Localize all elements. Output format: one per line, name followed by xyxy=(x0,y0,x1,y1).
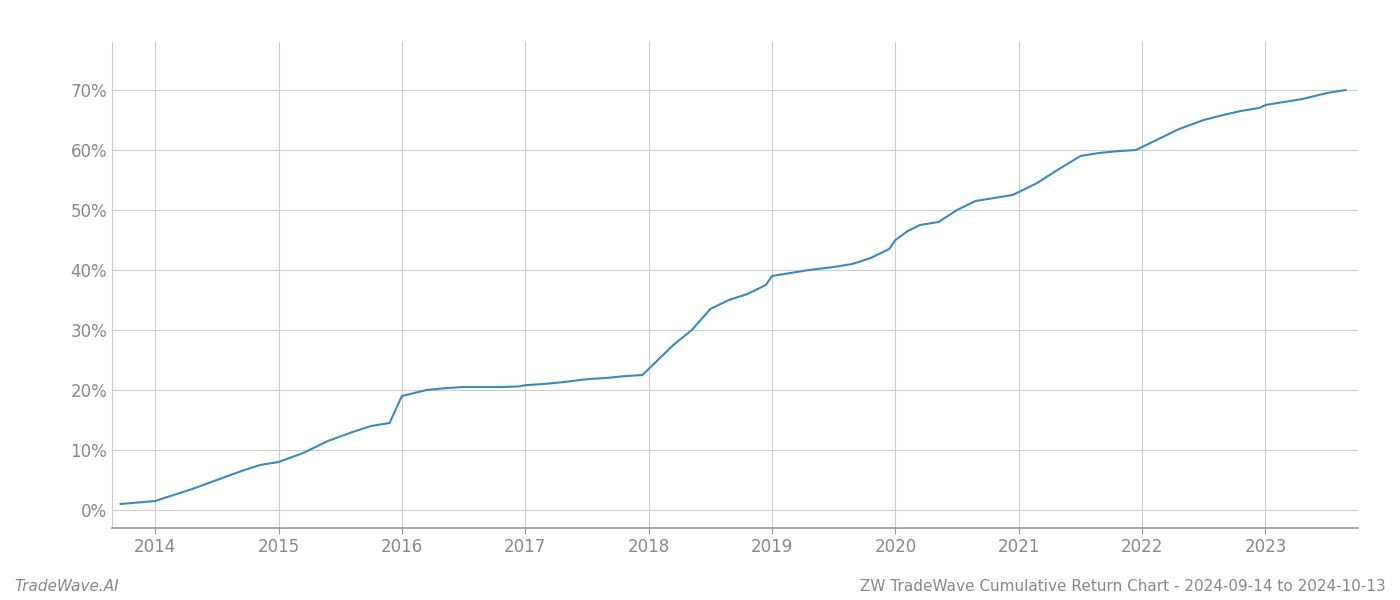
Text: TradeWave.AI: TradeWave.AI xyxy=(14,579,119,594)
Text: ZW TradeWave Cumulative Return Chart - 2024-09-14 to 2024-10-13: ZW TradeWave Cumulative Return Chart - 2… xyxy=(860,579,1386,594)
